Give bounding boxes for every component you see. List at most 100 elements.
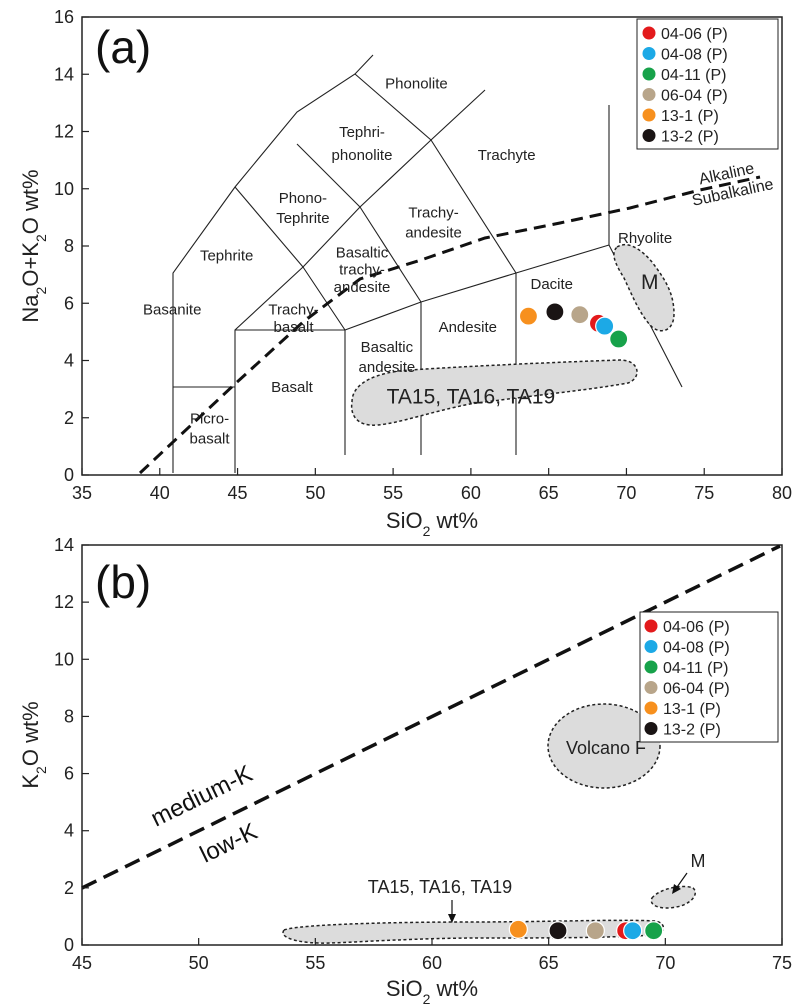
tas-field-label-basalt: basalt bbox=[274, 319, 315, 336]
k2o-m-field bbox=[650, 885, 697, 909]
k2o-legend-marker-04-08-p bbox=[644, 640, 658, 653]
tas-legend-marker-04-06-p bbox=[642, 26, 656, 40]
tas-field-boundaries bbox=[172, 54, 683, 473]
k2o-legend: 04-06 (P) 04-08 (P) 04-11 (P) 06-04 (P) 13-1… bbox=[639, 611, 779, 743]
tas-x-axis: 35 40 45 50 55 60 65 70 75 80 bbox=[72, 468, 792, 503]
tas-legend-label-13-2-p: 13-2 (P) bbox=[661, 129, 719, 146]
k2o-legend-marker-13-1-p bbox=[644, 701, 658, 715]
k2o-point-04-08-p bbox=[623, 921, 643, 941]
k2o-x-axis-label: SiO2 wt% bbox=[386, 976, 478, 1006]
k2o-legend-marker-04-11-p bbox=[644, 660, 658, 674]
tas-field-label-m: M bbox=[641, 271, 659, 294]
k2o-legend-marker-13-2-p bbox=[644, 722, 658, 735]
volcano-f-label: Volcano F bbox=[566, 738, 646, 758]
tas-field-label-andesite: andesite bbox=[359, 359, 416, 376]
tas-legend-label-13-1-p: 13-1 (P) bbox=[661, 108, 719, 125]
k2o-ytick-label: 2 bbox=[64, 878, 74, 898]
k2o-point-13-2-p bbox=[548, 921, 568, 941]
k2o-xtick-label: 70 bbox=[655, 953, 675, 973]
tas-ytick-label: 2 bbox=[64, 408, 74, 428]
low-k-label: low-K bbox=[196, 818, 262, 869]
tas-xtick-label: 80 bbox=[772, 483, 792, 503]
tas-panel: Phonolite Tephri-phonolite Trachyte Phono- T… bbox=[18, 7, 792, 539]
k2o-m-label: M bbox=[691, 851, 706, 871]
tas-xtick-label: 40 bbox=[150, 483, 170, 503]
tas-field-label-basaltic: Basaltic bbox=[361, 339, 414, 356]
tas-field-labels: Phonolite Tephri-phonolite Trachyte Phono- T… bbox=[143, 76, 672, 448]
tas-x-axis-label: SiO2 wt% bbox=[386, 508, 478, 539]
k2o-legend-label-04-08-p: 04-08 (P) bbox=[663, 640, 730, 657]
tas-field-label-picro: Picro- bbox=[190, 410, 229, 427]
k2o-xtick-label: 55 bbox=[305, 953, 325, 973]
tas-legend-marker-06-04-p bbox=[642, 88, 656, 101]
k2o-point-04-11-p bbox=[644, 921, 664, 941]
tas-field-label-ta15-ta16-ta19: TA15, TA16, TA19 bbox=[387, 385, 555, 408]
tas-legend-label-04-11-p: 04-11 (P) bbox=[661, 67, 727, 84]
k2o-panel-label: (b) bbox=[95, 556, 151, 608]
k2o-xtick-label: 75 bbox=[772, 953, 792, 973]
tas-field-label-phonolite: phonolite bbox=[332, 147, 393, 164]
tas-legend-label-06-04-p: 06-04 (P) bbox=[661, 88, 728, 105]
k2o-point-13-1-p bbox=[508, 919, 528, 939]
tas-ytick-label: 8 bbox=[64, 236, 74, 256]
k2o-point-06-04-p bbox=[585, 921, 605, 941]
tas-legend: 04-06 (P) 04-08 (P) 04-11 (P) 06-04 (P) 13-1… bbox=[636, 18, 779, 150]
tas-field-label-basaltic: Basaltic bbox=[336, 244, 389, 261]
tas-xtick-label: 70 bbox=[616, 483, 636, 503]
k2o-legend-label-04-06-p: 04-06 (P) bbox=[663, 619, 730, 636]
tas-field-label-tephrite: Tephrite bbox=[276, 210, 329, 227]
k2o-xtick-label: 45 bbox=[72, 953, 92, 973]
tas-point-04-11-p bbox=[609, 329, 629, 349]
tas-legend-label-04-08-p: 04-08 (P) bbox=[661, 47, 728, 64]
k2o-ytick-label: 6 bbox=[64, 764, 74, 784]
tas-m-field bbox=[613, 243, 675, 332]
tas-legend-box bbox=[636, 18, 779, 150]
volcano-f-field bbox=[547, 703, 661, 789]
k2o-legend-box bbox=[639, 611, 779, 743]
tas-field-label-tephri: Tephri- bbox=[339, 124, 385, 141]
tas-field-label-andesite: andesite bbox=[334, 279, 391, 296]
tas-field-label-trachyte: Trachyte bbox=[478, 147, 536, 164]
tas-ytick-label: 0 bbox=[64, 465, 74, 485]
tas-field-label-basanite: Basanite bbox=[143, 302, 201, 319]
tas-field-label-trachy: trachy- bbox=[339, 262, 385, 279]
tas-ytick-label: 14 bbox=[54, 64, 74, 84]
k2o-ytick-label: 4 bbox=[64, 821, 74, 841]
k2o-legend-marker-04-06-p bbox=[644, 619, 658, 633]
tas-point-13-1-p bbox=[518, 306, 539, 326]
tas-legend-marker-04-11-p bbox=[642, 67, 656, 81]
k2o-legend-marker-06-04-p bbox=[644, 681, 658, 694]
tas-field-label-tephrite: Tephrite bbox=[200, 247, 253, 264]
tas-xtick-label: 35 bbox=[72, 483, 92, 503]
k2o-xtick-label: 60 bbox=[422, 953, 442, 973]
tas-field-label-trachy: Trachy- bbox=[408, 204, 458, 221]
k2o-ytick-label: 12 bbox=[54, 592, 74, 612]
tas-field-label-trachy: Trachy- bbox=[268, 302, 318, 319]
tas-field-label-phono: Phono- bbox=[279, 190, 327, 207]
tas-legend-marker-13-1-p bbox=[642, 108, 656, 122]
tas-xtick-label: 50 bbox=[305, 483, 325, 503]
tas-point-04-08-p bbox=[595, 316, 615, 336]
tas-xtick-label: 65 bbox=[539, 483, 559, 503]
tas-alkaline-divider bbox=[138, 175, 761, 475]
tas-xtick-label: 75 bbox=[694, 483, 714, 503]
k2o-y-axis-label: K2O wt% bbox=[18, 701, 49, 788]
tas-xtick-label: 55 bbox=[383, 483, 403, 503]
tas-xtick-label: 60 bbox=[461, 483, 481, 503]
k2o-ta-arrow bbox=[448, 900, 456, 923]
tas-data-points bbox=[518, 302, 629, 349]
tas-y-axis: 0 2 4 6 8 10 12 14 16 bbox=[54, 7, 89, 485]
k2o-ta-field bbox=[282, 919, 664, 944]
tas-xtick-label: 45 bbox=[228, 483, 248, 503]
tas-field-label-basalt: basalt bbox=[190, 431, 231, 448]
tas-ta-field bbox=[350, 359, 638, 426]
tas-ytick-label: 6 bbox=[64, 293, 74, 313]
tas-ytick-label: 10 bbox=[54, 179, 74, 199]
k2o-x-axis: 45 50 55 60 65 70 75 bbox=[72, 938, 792, 973]
k2o-mediumk-divider bbox=[81, 544, 781, 890]
k2o-legend-label-13-2-p: 13-2 (P) bbox=[663, 722, 721, 739]
k2o-ytick-label: 8 bbox=[64, 706, 74, 726]
k2o-ytick-label: 14 bbox=[54, 535, 74, 555]
